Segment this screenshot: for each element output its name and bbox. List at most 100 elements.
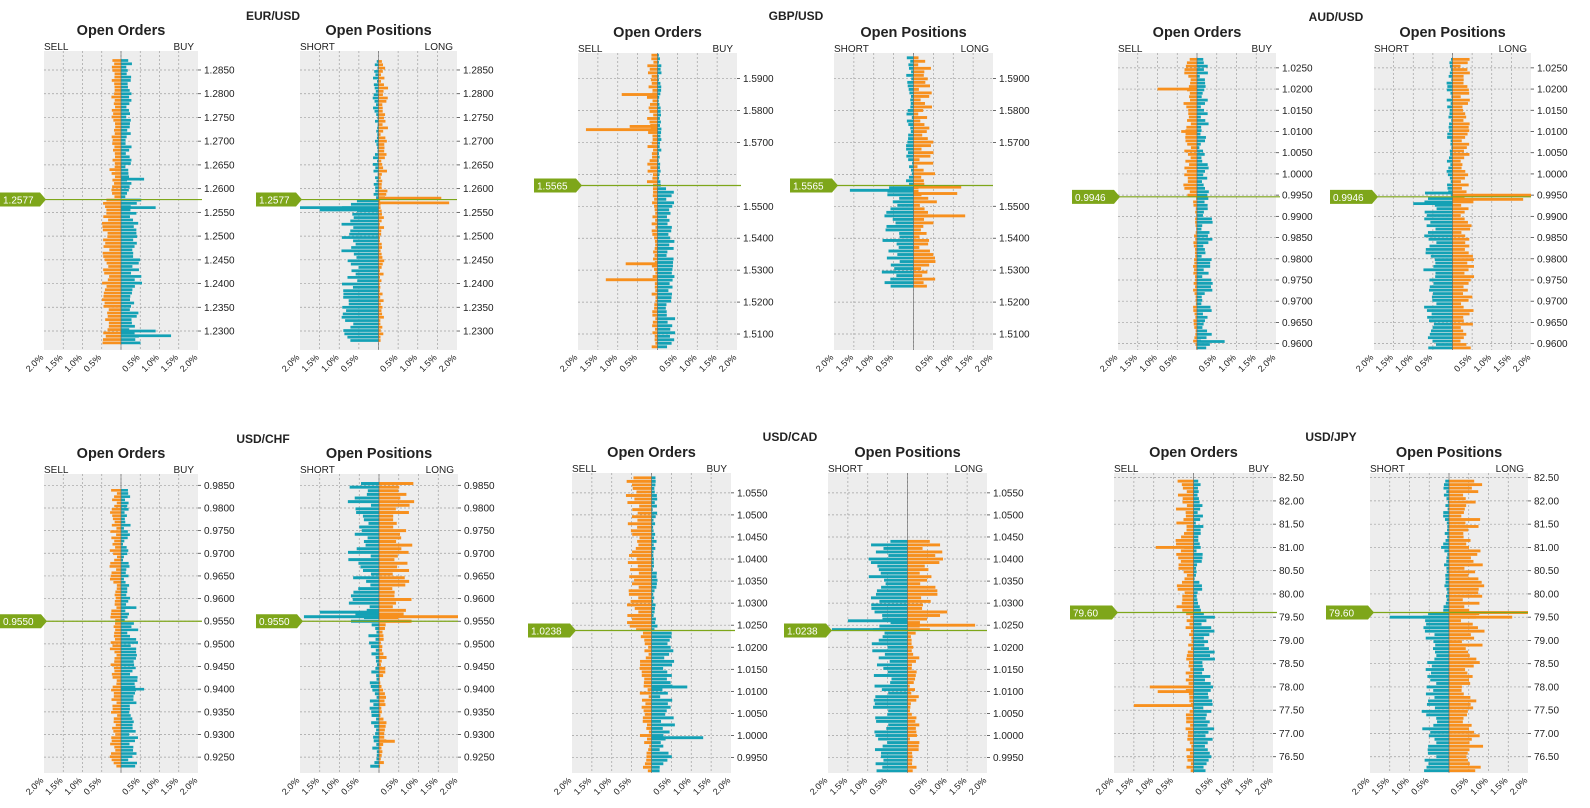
bar-left	[1185, 727, 1194, 731]
bar-right	[379, 721, 387, 725]
bar-right	[1197, 119, 1206, 122]
bar-right	[651, 479, 656, 483]
bar-right	[1193, 626, 1212, 630]
bar-left	[648, 85, 658, 89]
bar-right	[657, 229, 672, 233]
bar-right	[121, 261, 139, 265]
bar-right	[913, 203, 920, 207]
bar-right	[121, 298, 131, 302]
bar-left	[108, 265, 121, 268]
bar-right	[1197, 163, 1208, 166]
bar-left	[356, 199, 379, 203]
bar-left	[102, 251, 121, 255]
bar-left	[873, 705, 908, 709]
bar-right	[913, 123, 925, 126]
bar-right	[1197, 285, 1211, 289]
bar-left	[112, 69, 121, 72]
bar-left	[1176, 584, 1194, 588]
bar-left	[1445, 577, 1449, 581]
bar-left	[1445, 539, 1449, 542]
bar-right	[379, 503, 410, 507]
bar-right	[378, 136, 386, 140]
bar-left	[636, 557, 652, 561]
bar-left	[1445, 601, 1449, 605]
bar-right	[121, 558, 124, 562]
y-tick-label: 1.0100	[1537, 127, 1568, 138]
bar-right	[907, 539, 930, 543]
bar-right	[657, 120, 661, 124]
bar-left	[101, 298, 121, 302]
bar-left	[654, 303, 658, 307]
bar-left	[1194, 312, 1197, 316]
bar-right	[1452, 346, 1471, 350]
bar-left	[1195, 302, 1197, 306]
bar-left	[1449, 149, 1453, 153]
right-side-label: BUY	[712, 44, 733, 55]
bar-left	[1432, 292, 1453, 295]
bar-right	[651, 695, 661, 699]
bar-left	[632, 486, 652, 490]
bar-right	[657, 247, 674, 250]
bar-left	[102, 228, 121, 232]
bar-right	[651, 649, 674, 653]
bar-left	[906, 73, 914, 77]
x-tick-label: 2.0%	[814, 352, 836, 374]
x-tick-label: 1.0%	[1393, 352, 1415, 374]
bar-series	[300, 60, 450, 342]
bar-left	[1451, 146, 1453, 150]
bar-left	[342, 312, 379, 316]
bar-left	[1432, 339, 1453, 343]
bar-left	[652, 324, 658, 328]
bar-right	[121, 609, 126, 613]
x-tick-label: 1.5%	[953, 352, 975, 374]
bar-right	[1449, 692, 1464, 696]
bar-right	[378, 86, 389, 90]
bar-right	[913, 119, 921, 123]
bar-right	[378, 139, 387, 143]
bar-left	[897, 203, 914, 207]
bar-right	[121, 162, 131, 165]
bar-right	[651, 557, 654, 561]
bar-right	[378, 299, 384, 303]
bar-right	[121, 158, 132, 162]
x-tick-label: 0.5%	[379, 775, 401, 797]
y-tick-label: 0.9700	[1282, 297, 1313, 308]
bar-left	[1436, 741, 1449, 745]
bar-left	[112, 542, 121, 546]
bar-left	[373, 739, 379, 743]
bar-left	[890, 539, 908, 543]
bar-right	[121, 65, 127, 69]
bar-right	[121, 587, 128, 590]
y-tick-label: 1.0150	[1282, 106, 1313, 117]
bar-left	[645, 656, 652, 660]
bar-left	[636, 628, 652, 632]
bar-left	[1429, 285, 1453, 289]
bar-left	[876, 663, 908, 667]
bar-right	[121, 752, 137, 755]
bar-left	[1189, 709, 1194, 713]
bar-right	[121, 723, 133, 727]
bar-left	[109, 275, 121, 278]
bar-right	[121, 128, 128, 132]
bar-left	[879, 599, 908, 603]
bar-right	[913, 270, 928, 274]
bar-left	[1450, 57, 1453, 61]
bar-left	[1444, 532, 1449, 535]
bar-right	[651, 702, 668, 706]
y-tick-label: 1.0400	[737, 555, 768, 566]
bar-right	[1449, 566, 1465, 570]
bar-right	[1449, 486, 1472, 490]
y-tick-label: 1.2400	[463, 279, 494, 290]
left-side-label: SHORT	[828, 464, 863, 475]
bar-right	[121, 211, 137, 215]
bar-right	[907, 677, 916, 681]
right-side-label: LONG	[1496, 464, 1525, 475]
bar-left	[1195, 298, 1197, 302]
bar-left	[370, 764, 379, 768]
bar-left	[640, 635, 652, 639]
bar-right	[1197, 207, 1208, 211]
y-tick-label: 81.50	[1279, 520, 1304, 531]
bar-left	[652, 201, 658, 205]
bar-series	[303, 482, 458, 768]
